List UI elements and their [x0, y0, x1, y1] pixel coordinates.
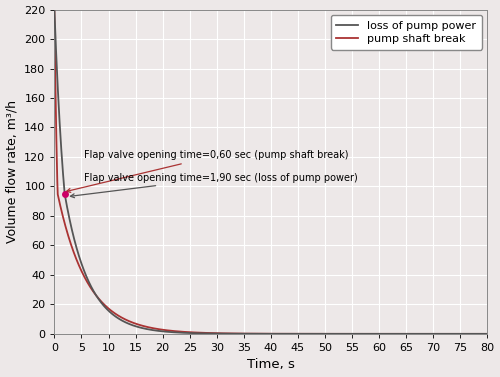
loss of pump power — [366, 332, 372, 336]
Y-axis label: Volume flow rate, m³/h: Volume flow rate, m³/h — [6, 100, 18, 243]
Line: pump shaft break: pump shaft break — [54, 9, 488, 334]
loss of pump power — [257, 331, 263, 336]
loss of pump power — [471, 332, 477, 336]
loss of pump power — [234, 331, 239, 336]
pump shaft break — [450, 332, 456, 336]
Line: loss of pump power: loss of pump power — [54, 9, 488, 334]
loss of pump power — [237, 331, 243, 336]
pump shaft break — [52, 7, 58, 12]
Text: Flap valve opening time=0,60 sec (pump shaft break): Flap valve opening time=0,60 sec (pump s… — [66, 150, 348, 192]
Legend: loss of pump power, pump shaft break: loss of pump power, pump shaft break — [330, 15, 482, 49]
pump shaft break — [366, 332, 372, 336]
loss of pump power — [484, 332, 490, 336]
Text: Flap valve opening time=1,90 sec (loss of pump power): Flap valve opening time=1,90 sec (loss o… — [70, 173, 358, 198]
pump shaft break — [234, 331, 239, 336]
pump shaft break — [484, 332, 490, 336]
X-axis label: Time, s: Time, s — [247, 359, 295, 371]
pump shaft break — [471, 332, 477, 336]
loss of pump power — [450, 332, 456, 336]
pump shaft break — [257, 331, 263, 336]
pump shaft break — [237, 331, 243, 336]
loss of pump power — [52, 7, 58, 12]
